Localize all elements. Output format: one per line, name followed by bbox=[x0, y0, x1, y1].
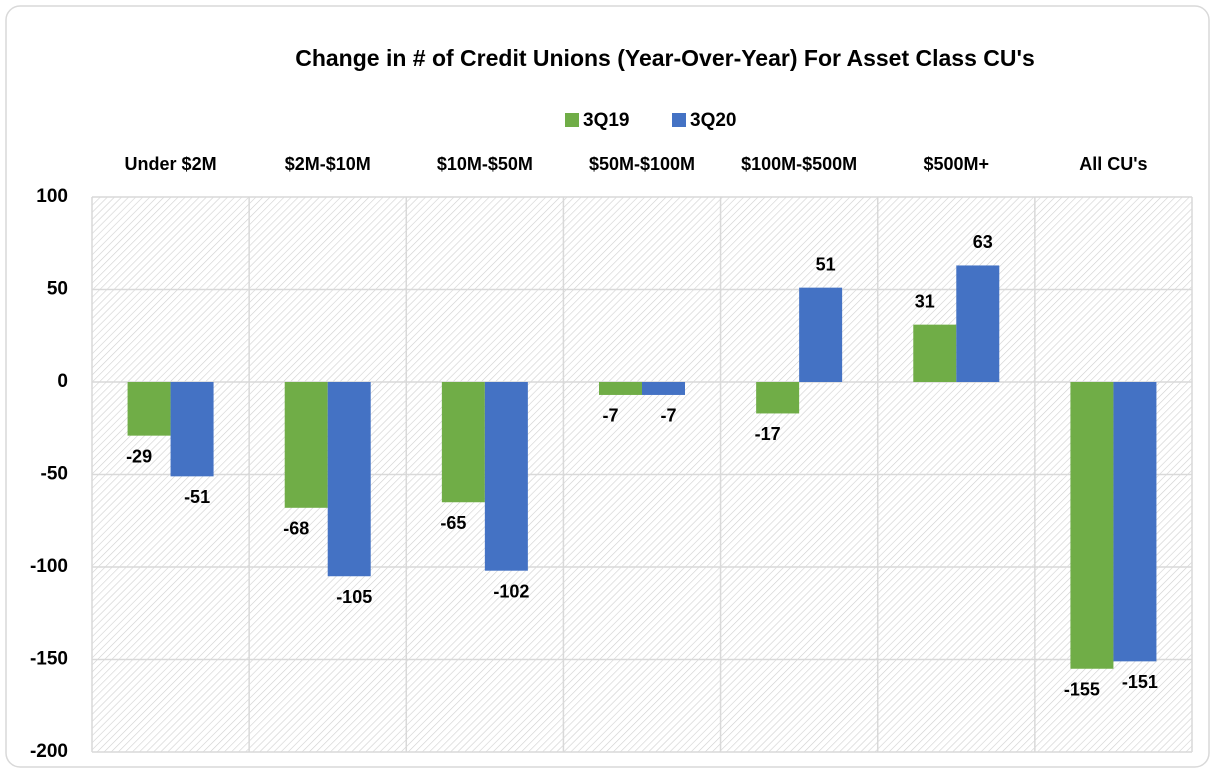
bar bbox=[170, 382, 214, 477]
y-tick-label: 0 bbox=[57, 371, 68, 392]
y-tick-label: -200 bbox=[30, 741, 68, 762]
x-tick-label: $10M-$50M bbox=[437, 154, 533, 174]
data-label: -7 bbox=[602, 406, 618, 426]
data-label: -155 bbox=[1064, 680, 1100, 700]
y-tick-label: -50 bbox=[41, 464, 68, 485]
legend-swatch bbox=[672, 113, 686, 127]
data-label: -68 bbox=[283, 519, 309, 539]
bar bbox=[799, 287, 843, 382]
data-label: -151 bbox=[1122, 672, 1158, 692]
bar bbox=[599, 382, 642, 395]
bar bbox=[284, 382, 328, 508]
data-label: 51 bbox=[816, 254, 836, 274]
legend-swatch bbox=[565, 113, 579, 127]
bar bbox=[756, 382, 800, 414]
bar bbox=[327, 382, 371, 577]
bar bbox=[642, 382, 685, 395]
bar bbox=[1070, 382, 1114, 669]
bar bbox=[484, 382, 528, 571]
x-tick-label: Under $2M bbox=[125, 154, 217, 174]
bar bbox=[441, 382, 485, 503]
chart-title: Change in # of Credit Unions (Year-Over-… bbox=[295, 45, 1035, 71]
x-tick-label: $100M-$500M bbox=[741, 154, 857, 174]
data-label: -29 bbox=[126, 446, 152, 466]
y-tick-label: 100 bbox=[36, 186, 68, 207]
x-tick-label: $2M-$10M bbox=[285, 154, 371, 174]
x-tick-label: All CU's bbox=[1079, 154, 1147, 174]
data-label: -102 bbox=[493, 581, 529, 601]
x-tick-label: $500M+ bbox=[924, 154, 990, 174]
bar bbox=[127, 382, 171, 436]
data-label: -65 bbox=[440, 513, 466, 533]
bar bbox=[956, 265, 1000, 382]
y-tick-label: -150 bbox=[30, 649, 68, 670]
data-label: 63 bbox=[973, 232, 993, 252]
y-tick-label: 50 bbox=[47, 279, 68, 300]
data-label: 31 bbox=[915, 291, 935, 311]
legend-label: 3Q20 bbox=[690, 110, 736, 131]
x-tick-label: $50M-$100M bbox=[589, 154, 695, 174]
data-label: -17 bbox=[755, 424, 781, 444]
data-label: -105 bbox=[336, 587, 372, 607]
legend-label: 3Q19 bbox=[583, 110, 629, 131]
data-label: -7 bbox=[660, 406, 676, 426]
y-tick-label: -100 bbox=[30, 556, 68, 577]
bar bbox=[913, 324, 957, 382]
data-label: -51 bbox=[184, 487, 210, 507]
bar bbox=[1113, 382, 1157, 662]
